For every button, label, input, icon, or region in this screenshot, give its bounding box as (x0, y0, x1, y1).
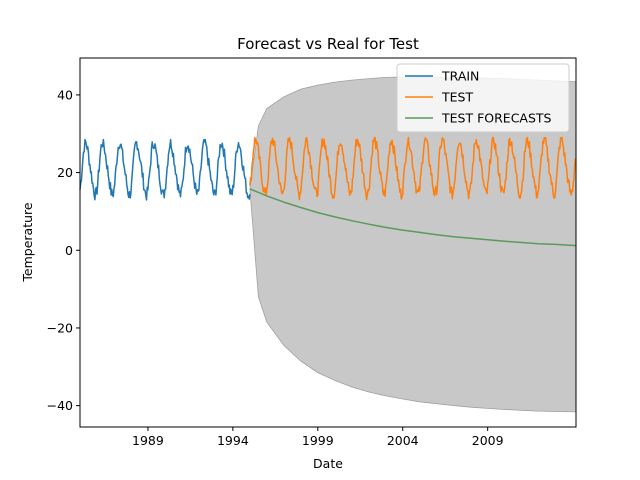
y-axis: −40 −20 0 20 40 (47, 87, 80, 413)
x-tick-label: 2009 (472, 433, 504, 448)
y-tick-label: 20 (57, 165, 73, 180)
y-tick-label: −20 (47, 320, 73, 335)
y-tick-label: 40 (57, 87, 73, 102)
legend-label: TRAIN (441, 69, 479, 84)
x-axis: 1989 1994 1999 2004 2009 (132, 427, 504, 448)
series-layer (79, 136, 577, 247)
chart-title: Forecast vs Real for Test (237, 35, 419, 53)
series-line-1 (249, 136, 577, 201)
y-tick-label: 0 (65, 243, 73, 258)
y-tick-label: −40 (47, 398, 73, 413)
x-tick-label: 1994 (217, 433, 249, 448)
legend-label: TEST (441, 90, 473, 105)
x-tick-label: 1989 (132, 433, 164, 448)
series-line-2 (249, 188, 577, 247)
legend-box (396, 63, 570, 133)
axes-frame (79, 57, 577, 428)
legend: TRAIN TEST TEST FORECASTS (396, 63, 570, 133)
x-tick-label: 1999 (302, 433, 334, 448)
y-axis-title: Temperature (20, 202, 35, 282)
legend-label: TEST FORECASTS (441, 111, 552, 126)
x-axis-title: Date (313, 456, 343, 471)
series-line-0 (79, 138, 251, 201)
x-tick-label: 2004 (387, 433, 419, 448)
